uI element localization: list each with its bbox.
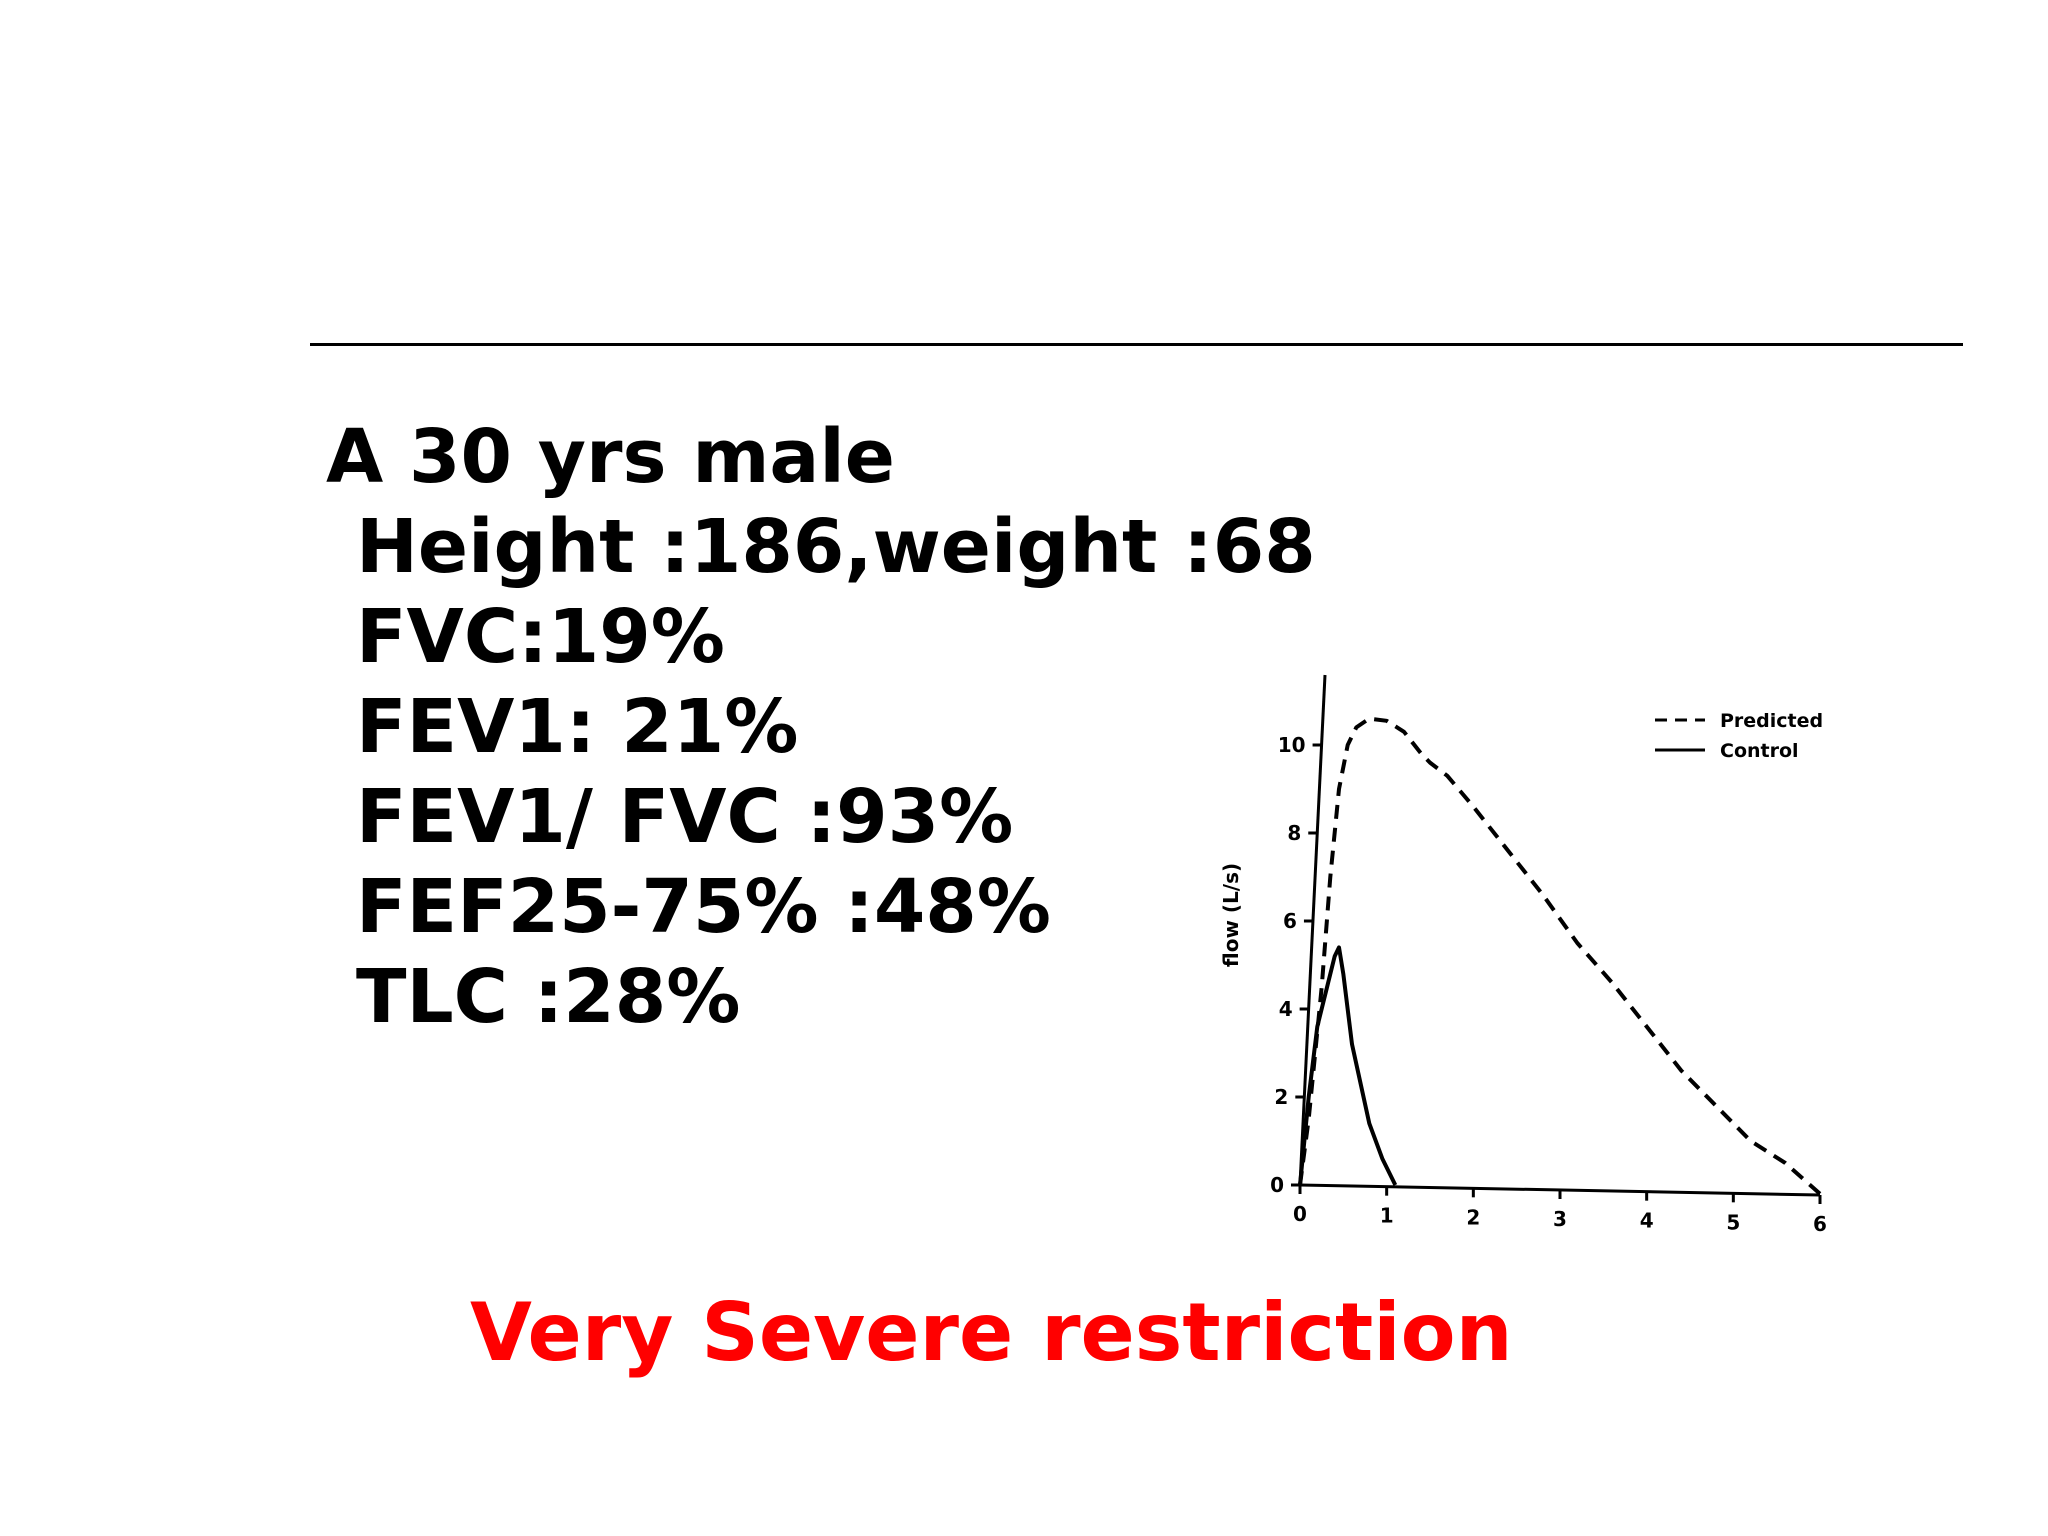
x-tick-label: 4 [1640,1209,1654,1233]
x-tick-label: 3 [1553,1207,1567,1231]
case-intro: A 30 yrs male [326,414,895,500]
case-fef25-75: FEF25-75% :48% [356,864,1051,950]
flow-volume-chart: 0 2 4 6 8 10 0 1 2 3 4 5 6 flow (L/s) Predicted Cont… [1219,674,1827,1236]
y-tick-label: 10 [1278,733,1306,757]
x-tick-label: 1 [1380,1204,1394,1228]
x-tick-label: 2 [1466,1205,1480,1229]
chart-legend: Predicted Control [1655,710,1823,762]
y-tick-label: 6 [1283,909,1297,933]
title-divider-line [310,343,1963,346]
series-line-control [1298,945,1398,1186]
y-tick-label: 4 [1279,997,1293,1021]
x-axis-ticks: 0 1 2 3 4 5 6 [1293,1185,1827,1236]
case-height-weight: Height :186,weight :68 [356,504,1316,590]
case-tlc: TLC :28% [356,954,741,1040]
x-tick-label: 5 [1726,1210,1740,1234]
diagnosis-conclusion: Very Severe restriction [470,1286,1513,1379]
y-tick-label: 8 [1287,821,1301,845]
y-axis-label: flow (L/s) [1219,863,1243,967]
chart-series [1298,716,1822,1196]
case-fvc: FVC:19% [356,594,725,680]
legend-label-control: Control [1720,740,1799,762]
x-tick-label: 0 [1293,1202,1307,1226]
y-axis-line [1298,674,1327,1186]
x-tick-label: 6 [1813,1212,1827,1236]
legend-label-predicted: Predicted [1720,710,1823,732]
y-tick-label: 2 [1274,1085,1288,1109]
y-tick-label: 0 [1270,1173,1284,1197]
y-axis-ticks: 0 2 4 6 8 10 [1270,733,1322,1197]
case-fev1-fvc-ratio: FEV1/ FVC :93% [356,774,1014,860]
case-fev1: FEV1: 21% [356,684,799,770]
series-line-predicted [1298,716,1822,1196]
